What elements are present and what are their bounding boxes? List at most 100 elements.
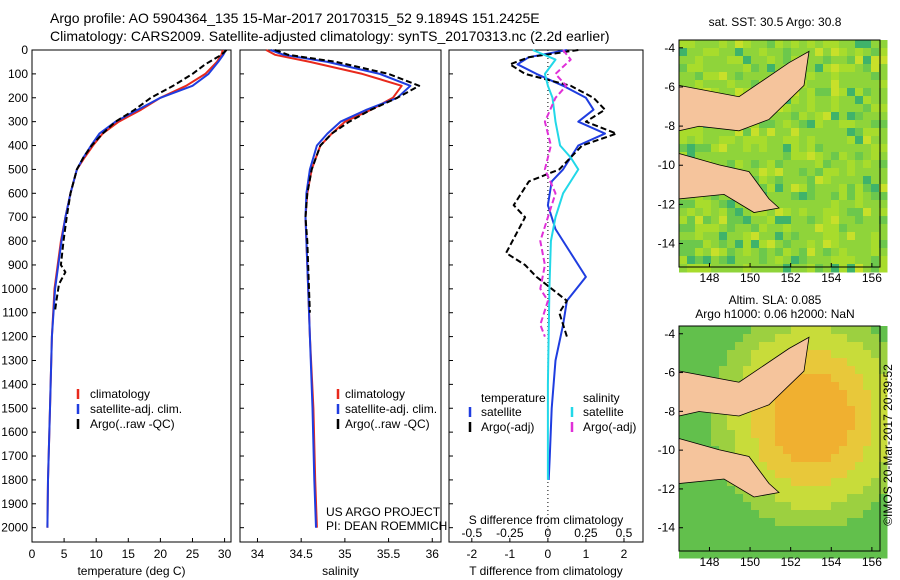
sla_map-cell [855,422,864,431]
sla_map-cell [799,374,808,383]
sst_map-cell [823,192,832,201]
sst_map-cell [767,240,776,249]
sst_map-cell [791,216,800,225]
sla_map-cell [839,510,848,519]
salinity-legend-label: satellite-adj. clim. [345,402,437,416]
sst_map-cell [751,40,760,49]
sla_map-cell [839,414,848,423]
sst_map-cell [855,176,864,185]
sla_map-cell [855,326,864,335]
sst_map-cell [847,144,856,153]
sst_map-cell [815,40,824,49]
sla_map-cell [735,326,744,335]
sst_map-cell [815,136,824,145]
sst_map-cell [823,160,832,169]
sla_map-cell [759,454,768,463]
sst_map-cell [863,64,872,73]
sst_map-cell [679,240,688,249]
sla_map-cell [879,374,888,383]
sla_map-cell [879,438,888,447]
sst_map-cell [831,120,840,129]
sst_map-cell [751,128,760,137]
sst_map-cell [679,136,688,145]
sst_map-cell [879,56,888,65]
sla_map-cell [855,534,864,543]
sla_map-cell [799,390,808,399]
sla_map-cell [831,454,840,463]
sla_map-cell [863,326,872,335]
sst_map-cell [847,184,856,193]
sla_map-cell [695,414,704,423]
sla_map-cell [839,454,848,463]
sst_map-cell [727,264,736,273]
temperature-xlabel: temperature (deg C) [77,564,185,578]
sst_map-cell [751,48,760,57]
sst_map-cell [703,216,712,225]
salinity-xlabel: salinity [322,564,359,578]
sla_map-cell [679,366,688,375]
sst_map-cell [703,40,712,49]
sst_map-cell [719,224,728,233]
sst_map-cell [863,40,872,49]
sst_map-cell [791,120,800,129]
sla_map-cell [791,390,800,399]
sla_map-cell [879,494,888,503]
sla_map-cell [775,486,784,495]
sst_map-cell [703,128,712,137]
sst_map-cell [679,144,688,153]
temperature-xtick-label: 10 [90,547,104,561]
sst_map-cell [823,104,832,113]
sla_map-cell [855,550,864,559]
sla_map-cell [743,550,752,559]
salinity-xtick-label: 35.5 [377,547,401,561]
sla_map-cell [823,470,832,479]
sst_map-cell [831,224,840,233]
sla_map-cell [839,542,848,551]
sla_map-cell [735,542,744,551]
sst_map-cell [703,208,712,217]
sla_map-cell [847,534,856,543]
sla_map-ytick-label: -14 [658,521,676,535]
sst_map-cell [783,168,792,177]
difference-legend-label: satellite [481,405,522,419]
sla_map-cell [839,534,848,543]
sla_map-cell [831,414,840,423]
sst_map-cell [759,248,768,257]
sla_map-cell [839,430,848,439]
sla_map-cell [791,518,800,527]
sst_map-cell [863,136,872,145]
sla_map-cell [791,406,800,415]
sla_map-cell [759,526,768,535]
sst_map-cell [799,160,808,169]
sst_map-cell [807,208,816,217]
sst_map-cell [679,216,688,225]
sst_map-cell [743,208,752,217]
sst_map-cell [823,40,832,49]
sst_map-cell [855,96,864,105]
sla_map-cell [871,366,880,375]
sla_map-cell [815,446,824,455]
difference-xtick2-label: -0.5 [461,526,482,540]
sst_map-cell [695,40,704,49]
sst_map-cell [879,184,888,193]
sla_map-cell [719,494,728,503]
sla_map-cell [855,334,864,343]
sst_map-cell [871,240,880,249]
sst_map-cell [807,104,816,113]
sla_map-cell [759,406,768,415]
sla_map-cell [815,478,824,487]
sla_map-cell [879,430,888,439]
sst_map-cell [879,224,888,233]
sst_map-cell [823,144,832,153]
sla_map-cell [711,550,720,559]
sst_map-cell [831,264,840,273]
sla_map-cell [799,422,808,431]
sst_map-cell [823,80,832,89]
sla_map-cell [815,350,824,359]
sla_map-cell [815,334,824,343]
temperature-ytick-label: 1300 [1,353,28,367]
sst_map-cell [775,240,784,249]
sla_map-cell [727,494,736,503]
sla_map-cell [799,486,808,495]
sst_map-cell [839,184,848,193]
